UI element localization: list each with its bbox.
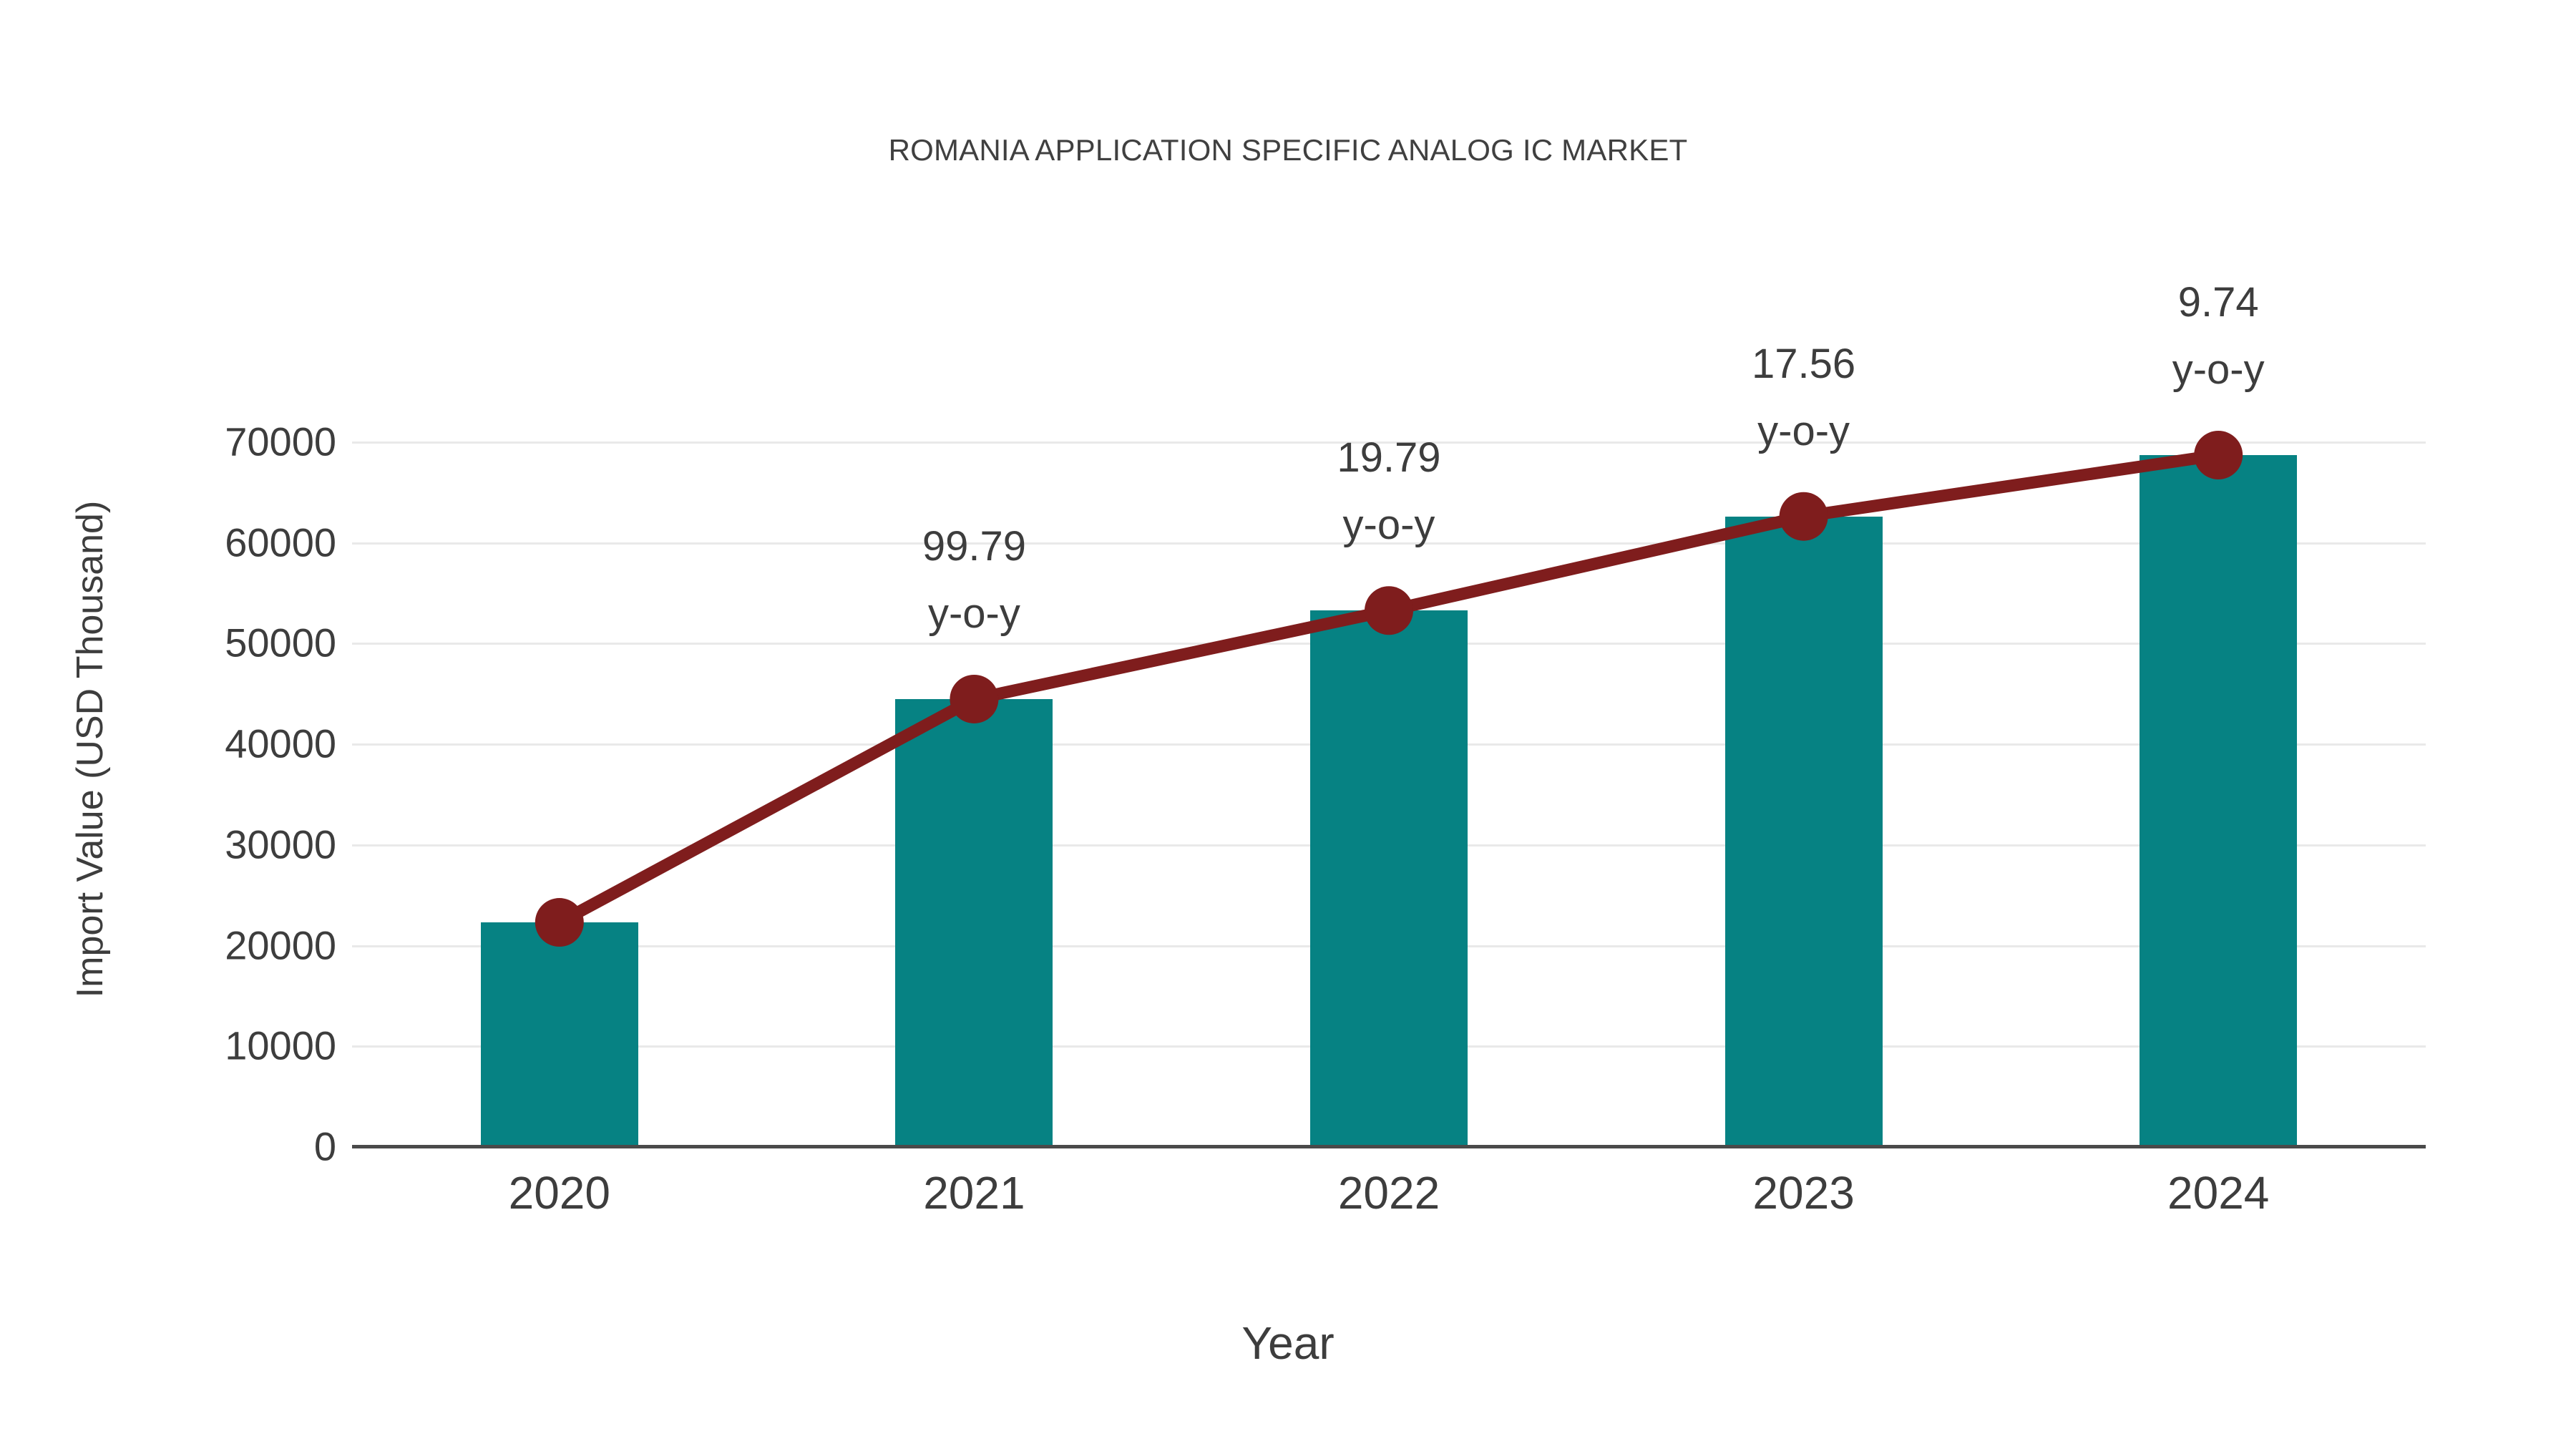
y-tick-label: 20000 — [225, 922, 336, 968]
y-tick-label: 30000 — [225, 821, 336, 867]
yoy-value: 19.79 — [1337, 434, 1441, 482]
yoy-value: 99.79 — [922, 522, 1026, 570]
gridline — [352, 441, 2426, 444]
x-tick-label: 2021 — [923, 1167, 1025, 1219]
bar[interactable] — [895, 698, 1053, 1146]
bar[interactable] — [480, 922, 638, 1146]
yoy-unit: y-o-y — [1342, 502, 1435, 549]
yoy-value: 9.74 — [2177, 278, 2259, 326]
yoy-data-label: 19.79 y-o-y — [1210, 424, 1568, 559]
x-tick-label: 2024 — [2167, 1167, 2270, 1219]
bar[interactable] — [1724, 516, 1883, 1146]
y-tick-label: 70000 — [225, 419, 336, 464]
bar[interactable] — [1310, 610, 1468, 1146]
chart-title: ROMANIA APPLICATION SPECIFIC ANALOG IC M… — [888, 133, 1688, 167]
x-tick-label: 2020 — [508, 1167, 610, 1219]
x-axis-line — [352, 1145, 2426, 1148]
y-tick-label: 0 — [313, 1123, 336, 1169]
yoy-unit: y-o-y — [927, 590, 1020, 637]
x-tick-label: 2023 — [1752, 1167, 1855, 1219]
y-tick-label: 60000 — [225, 519, 336, 565]
x-tick-label: 2022 — [1337, 1167, 1440, 1219]
y-tick-label: 10000 — [225, 1023, 336, 1068]
yoy-unit: y-o-y — [1757, 407, 1850, 454]
yoy-value: 17.56 — [1752, 340, 1856, 387]
yoy-data-label: 99.79 y-o-y — [795, 513, 1153, 648]
y-tick-label: 40000 — [225, 721, 336, 766]
yoy-data-label: 9.74 y-o-y — [2039, 269, 2397, 404]
bar[interactable] — [2140, 454, 2298, 1146]
yoy-data-label: 17.56 y-o-y — [1625, 331, 1983, 465]
yoy-unit: y-o-y — [2172, 346, 2265, 393]
x-axis-title: Year — [1241, 1317, 1335, 1369]
y-tick-label: 50000 — [225, 620, 336, 665]
